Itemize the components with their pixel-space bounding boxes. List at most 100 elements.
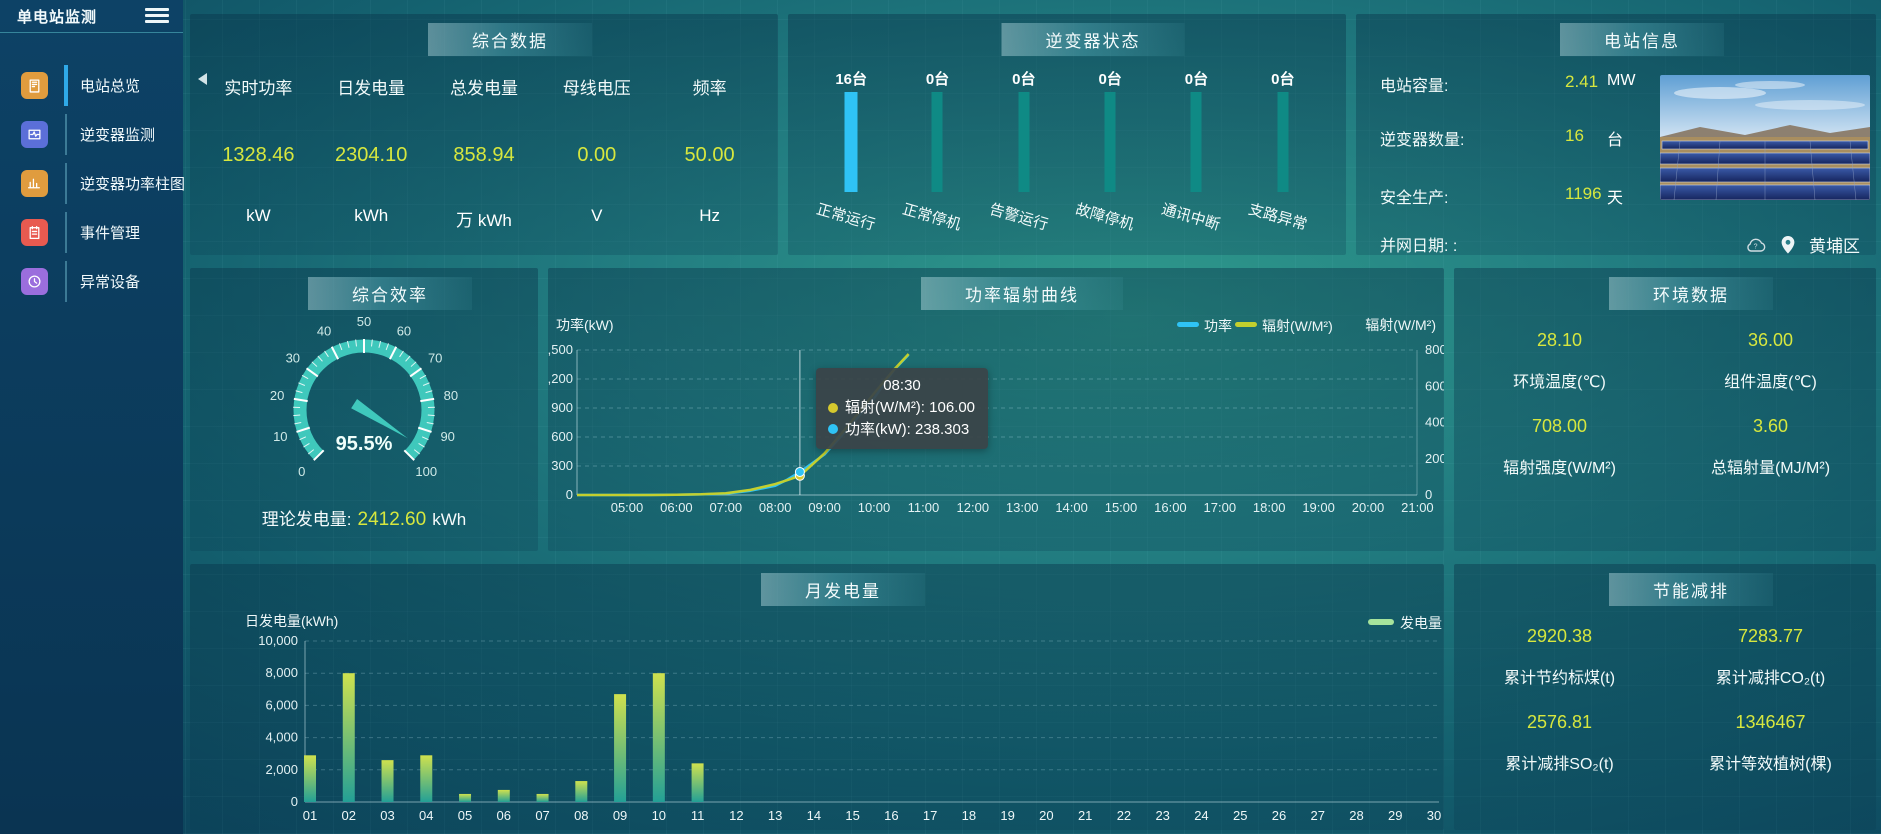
legend-swatch[interactable] bbox=[1368, 619, 1394, 625]
hamburger-menu-icon[interactable] bbox=[145, 5, 169, 25]
bar-day-11[interactable] bbox=[691, 763, 704, 802]
summary-metric: 实时功率 1328.46 kW bbox=[202, 58, 315, 247]
svg-text:14:00: 14:00 bbox=[1055, 500, 1088, 515]
bar-day-05[interactable] bbox=[459, 793, 472, 802]
metric-label: 辐射强度(W/M²) bbox=[1503, 460, 1616, 477]
legend-swatch[interactable] bbox=[1235, 322, 1257, 327]
panel-monthly-generation: 月发电量 10,000 8,000 6,000 4,000 2,000 0 日发电量(kWh… bbox=[190, 564, 1444, 830]
svg-text:09: 09 bbox=[613, 808, 627, 823]
svg-text:08: 08 bbox=[574, 808, 588, 823]
metric-value: 1346467 bbox=[1735, 712, 1806, 732]
metric-label: 环境温度(℃) bbox=[1513, 374, 1606, 391]
svg-text:4,000: 4,000 bbox=[265, 730, 298, 745]
inverter-monitor-icon bbox=[21, 121, 48, 148]
svg-text:29: 29 bbox=[1388, 808, 1402, 823]
status-label: 故障停机 bbox=[1073, 200, 1136, 234]
sidebar-header: 单电站监测 bbox=[0, 0, 183, 33]
status-label: 支路异常 bbox=[1246, 200, 1309, 234]
panel-title: 逆变器状态 bbox=[1001, 23, 1185, 56]
svg-text:12: 12 bbox=[729, 808, 743, 823]
panel-station-info: 电站信息 电站容量: 2.41 MW 逆变器数量: 16 台安全生产: 1196 天 bbox=[1356, 14, 1876, 256]
info-value: 16 bbox=[1565, 126, 1584, 145]
bar-day-02[interactable] bbox=[342, 673, 355, 802]
svg-text:10: 10 bbox=[652, 808, 666, 823]
sidebar: 单电站监测 电站总览逆变器监测逆变器功率柱图 事件管理 异常设备 bbox=[0, 0, 185, 834]
svg-text:10: 10 bbox=[273, 429, 287, 444]
svg-text:功率(kW): 功率(kW) bbox=[556, 317, 614, 333]
bar-day-08[interactable] bbox=[575, 781, 588, 802]
weather-cloud-icon[interactable]: ? bbox=[1745, 237, 1767, 253]
svg-text:?: ? bbox=[1754, 243, 1758, 250]
sidebar-item-label: 逆变器监测 bbox=[80, 127, 156, 144]
svg-text:20: 20 bbox=[270, 388, 284, 403]
inverter-status-item: 0台 正常停机 bbox=[894, 64, 980, 247]
metric-value: 36.00 bbox=[1747, 330, 1794, 350]
metric-value: 2304.10 bbox=[335, 144, 408, 166]
svg-text:0: 0 bbox=[291, 794, 298, 809]
metric-unit: kW bbox=[246, 206, 271, 225]
power-radiation-chart[interactable]: 1,500 1,200 900 600 300 0 800 600 400 200 0 05:00 06… bbox=[548, 268, 1444, 551]
svg-text:100: 100 bbox=[415, 464, 437, 479]
svg-text:27: 27 bbox=[1310, 808, 1324, 823]
monthly-generation-chart[interactable]: 10,000 8,000 6,000 4,000 2,000 0 日发电量(kWh) 发电量 0… bbox=[190, 564, 1444, 834]
bar-day-03[interactable] bbox=[381, 760, 394, 802]
station-location: 黄埔区 bbox=[1809, 237, 1860, 256]
sidebar-item-5[interactable]: 异常设备 bbox=[0, 257, 183, 306]
series-dot bbox=[828, 424, 838, 435]
sidebar-item-3[interactable]: 逆变器功率柱图 bbox=[0, 159, 185, 208]
metric-value: 28.10 bbox=[1536, 330, 1583, 350]
metric-value: 3.60 bbox=[1752, 416, 1789, 436]
bar-day-01[interactable] bbox=[304, 755, 316, 802]
summary-metric: 日发电量 2304.10 kWh bbox=[315, 58, 428, 247]
summary-metric: 母线电压 0.00 V bbox=[540, 58, 653, 247]
svg-text:18:00: 18:00 bbox=[1253, 500, 1286, 515]
svg-text:28: 28 bbox=[1349, 808, 1363, 823]
svg-text:16: 16 bbox=[884, 808, 898, 823]
metric-unit: kWh bbox=[354, 206, 389, 225]
sidebar-item-1[interactable]: 电站总览 bbox=[0, 61, 183, 110]
inverter-count: 0台 bbox=[925, 71, 950, 88]
station-footer: 并网日期: : ? 黄埔区 bbox=[1380, 232, 1860, 256]
svg-text:2,000: 2,000 bbox=[265, 762, 298, 777]
quad-metric: 3.60 总辐射量(MJ/M²) bbox=[1665, 416, 1876, 478]
panel-environment-data: 环境数据 28.10 环境温度(℃) 36.00 组件温度(℃) 708.00 辐射强度(… bbox=[1454, 268, 1876, 551]
svg-text:70: 70 bbox=[428, 350, 442, 365]
svg-text:06: 06 bbox=[497, 808, 511, 823]
bar-day-06[interactable] bbox=[497, 789, 510, 802]
bar-day-04[interactable] bbox=[420, 755, 433, 802]
saving-metrics: 2920.38 累计节约标煤(t) 7283.77 累计减排CO₂(t) 2576.81… bbox=[1454, 564, 1876, 830]
station-photo bbox=[1660, 75, 1870, 200]
info-value: 1196 bbox=[1565, 184, 1602, 203]
metric-label: 组件温度(℃) bbox=[1724, 374, 1817, 391]
bar-day-10[interactable] bbox=[652, 673, 665, 802]
svg-text:20:00: 20:00 bbox=[1352, 500, 1385, 515]
panel-power-radiation-curve: 功率辐射曲线 1,500 1,200 900 600 300 0 800 600 400 200 0… bbox=[548, 268, 1444, 551]
sidebar-item-4[interactable]: 事件管理 bbox=[0, 208, 183, 257]
quad-metric: 36.00 组件温度(℃) bbox=[1665, 330, 1876, 392]
legend-swatch[interactable] bbox=[1177, 322, 1199, 327]
abnormal-device-icon bbox=[21, 268, 48, 295]
collapse-sidebar-icon[interactable] bbox=[197, 72, 207, 86]
svg-text:300: 300 bbox=[551, 458, 573, 473]
svg-text:发电量: 发电量 bbox=[1400, 615, 1442, 631]
svg-text:10:00: 10:00 bbox=[858, 500, 891, 515]
svg-text:6,000: 6,000 bbox=[265, 697, 298, 712]
sidebar-item-2[interactable]: 逆变器监测 bbox=[0, 110, 183, 159]
metric-label: 母线电压 bbox=[562, 79, 631, 98]
location-pin-icon[interactable] bbox=[1781, 235, 1795, 254]
status-bar bbox=[1104, 92, 1116, 192]
bar-day-07[interactable] bbox=[536, 793, 549, 802]
metric-value: 0.00 bbox=[577, 144, 617, 166]
metric-label: 累计节约标煤(t) bbox=[1503, 670, 1616, 687]
tooltip-text: 功率(kW): 238.303 bbox=[845, 420, 970, 438]
inverter-count: 16台 bbox=[835, 71, 867, 88]
grid-date-label: 并网日期: : bbox=[1380, 238, 1458, 255]
panel-energy-saving: 节能减排 2920.38 累计节约标煤(t) 7283.77 累计减排CO₂(t) 25… bbox=[1454, 564, 1876, 830]
bar-day-09[interactable] bbox=[614, 694, 627, 802]
metric-label: 累计减排SO₂(t) bbox=[1505, 756, 1614, 773]
info-label: 逆变器数量: bbox=[1380, 132, 1465, 149]
svg-text:07:00: 07:00 bbox=[710, 500, 743, 515]
inverter-count: 0台 bbox=[1184, 71, 1209, 88]
svg-text:20: 20 bbox=[1039, 808, 1053, 823]
status-label: 正常运行 bbox=[814, 200, 877, 234]
